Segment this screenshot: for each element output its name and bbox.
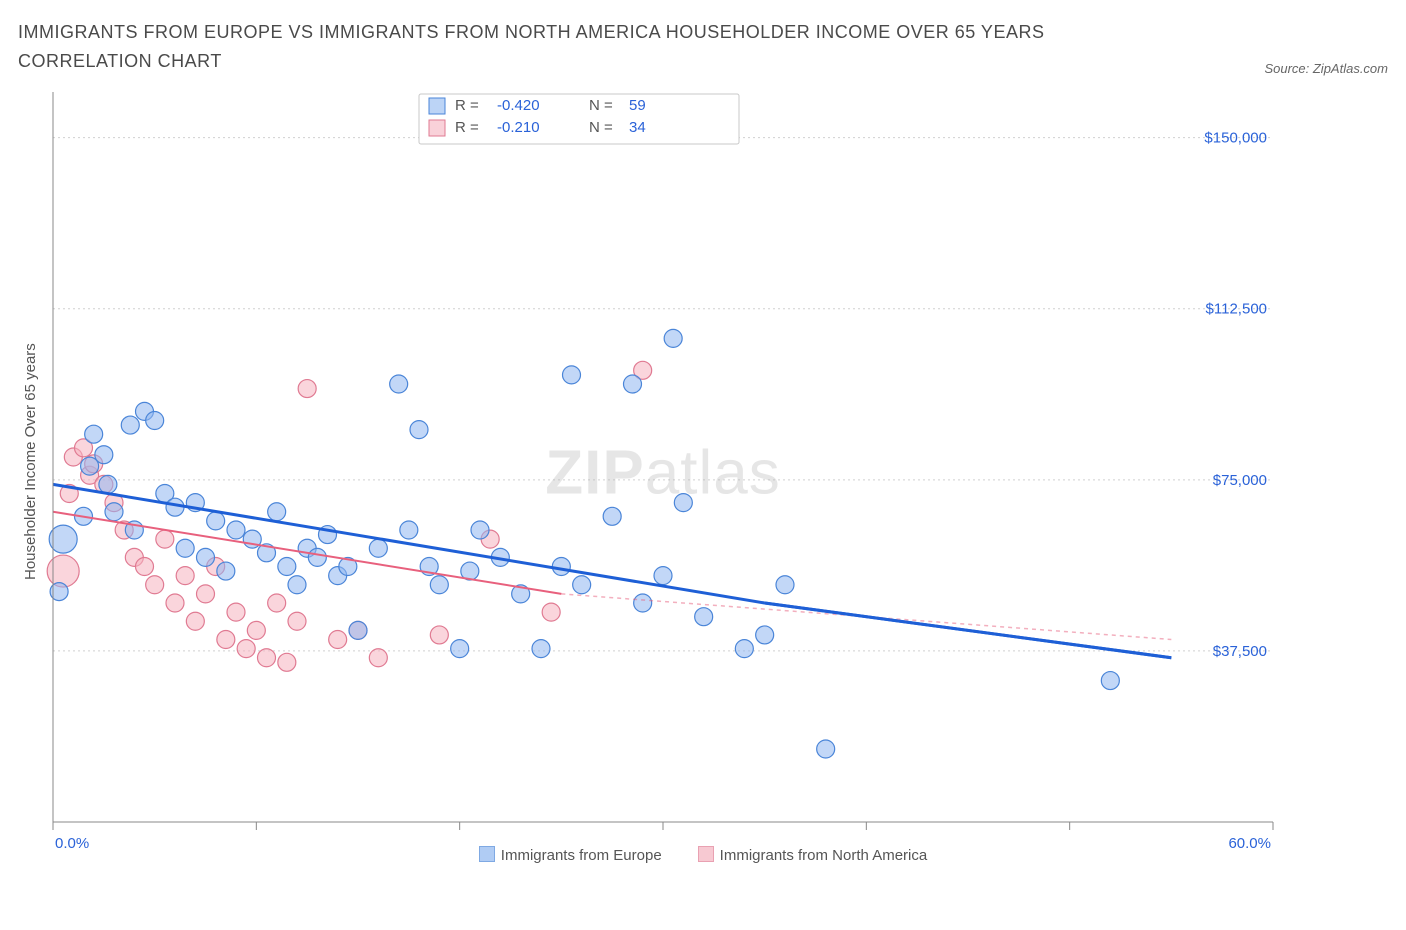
y-tick-label: $150,000 [1204,129,1267,146]
legend-swatch [698,846,714,862]
data-point-europe [146,411,164,429]
data-point-europe [664,329,682,347]
data-point-europe [756,626,774,644]
chart-title: IMMIGRANTS FROM EUROPE VS IMMIGRANTS FRO… [18,18,1118,76]
data-point-europe [634,594,652,612]
legend-n-label: N = [589,97,613,114]
data-point-north-america [197,584,215,602]
data-point-europe [349,621,367,639]
data-point-north-america [136,557,154,575]
data-point-europe [624,375,642,393]
legend-n-value: 34 [629,119,646,136]
legend-swatch [429,120,445,136]
data-point-europe [390,375,408,393]
data-point-europe [532,639,550,657]
y-axis-label: Householder Income Over 65 years [18,82,43,842]
chart-header: IMMIGRANTS FROM EUROPE VS IMMIGRANTS FRO… [18,18,1388,76]
watermark: ZIPatlas [545,438,780,507]
legend-label: Immigrants from North America [720,847,928,864]
data-point-europe [410,420,428,438]
data-point-north-america [146,575,164,593]
data-point-europe [95,445,113,463]
data-point-europe [817,740,835,758]
source-prefix: Source: [1264,61,1312,76]
data-point-north-america [156,530,174,548]
data-point-north-america [542,603,560,621]
data-point-europe [430,575,448,593]
data-point-europe [400,521,418,539]
y-tick-label: $112,500 [1206,300,1267,317]
data-point-north-america [278,653,296,671]
data-point-europe [105,502,123,520]
data-point-europe [603,507,621,525]
data-point-europe [1101,671,1119,689]
data-point-north-america [176,566,194,584]
bottom-legend-item: Immigrants from North America [698,846,928,864]
data-point-north-america [268,594,286,612]
legend-swatch [479,846,495,862]
data-point-europe [197,548,215,566]
trend-line-europe-ext [765,603,1172,658]
data-point-europe [674,493,692,511]
data-point-north-america [186,612,204,630]
y-tick-label: $37,500 [1213,643,1267,660]
data-point-europe [471,521,489,539]
data-point-europe [227,521,245,539]
legend-label: Immigrants from Europe [501,847,662,864]
bottom-legend: Immigrants from Europe Immigrants from No… [18,846,1388,864]
data-point-europe [268,502,286,520]
data-point-europe [308,548,326,566]
data-point-europe [85,425,103,443]
data-point-europe [735,639,753,657]
chart-area: Householder Income Over 65 years $37,500… [18,82,1388,872]
data-point-europe [776,575,794,593]
scatter-plot: $37,500$75,000$112,500$150,000ZIPatlas0.… [43,82,1383,872]
data-point-europe [573,575,591,593]
data-point-north-america [329,630,347,648]
data-point-north-america [237,639,255,657]
y-tick-label: $75,000 [1213,471,1267,488]
data-point-north-america [217,630,235,648]
legend-n-value: 59 [629,97,646,114]
data-point-north-america [227,603,245,621]
data-point-europe [288,575,306,593]
legend-r-label: R = [455,97,479,114]
data-point-europe [695,607,713,625]
legend-swatch [429,98,445,114]
legend-n-label: N = [589,119,613,136]
data-point-europe [99,475,117,493]
data-point-europe [121,416,139,434]
data-point-europe [451,639,469,657]
legend-r-value: -0.210 [497,119,540,136]
plot-container: $37,500$75,000$112,500$150,000ZIPatlas0.… [43,82,1388,872]
legend-r-label: R = [455,119,479,136]
data-point-north-america [298,379,316,397]
source-name: ZipAtlas.com [1313,61,1388,76]
data-point-europe [207,511,225,529]
data-point-europe [369,539,387,557]
data-point-europe [176,539,194,557]
data-point-europe [217,562,235,580]
data-point-north-america [258,648,276,666]
data-point-europe [563,365,581,383]
bottom-legend-item: Immigrants from Europe [479,846,662,864]
data-point-europe [654,566,672,584]
data-point-north-america [288,612,306,630]
data-point-north-america [47,555,79,587]
data-point-north-america [369,648,387,666]
data-point-europe [278,557,296,575]
source-attribution: Source: ZipAtlas.com [1264,61,1388,76]
data-point-north-america [166,594,184,612]
data-point-north-america [430,626,448,644]
data-point-north-america [247,621,265,639]
legend-r-value: -0.420 [497,97,540,114]
data-point-europe [552,557,570,575]
